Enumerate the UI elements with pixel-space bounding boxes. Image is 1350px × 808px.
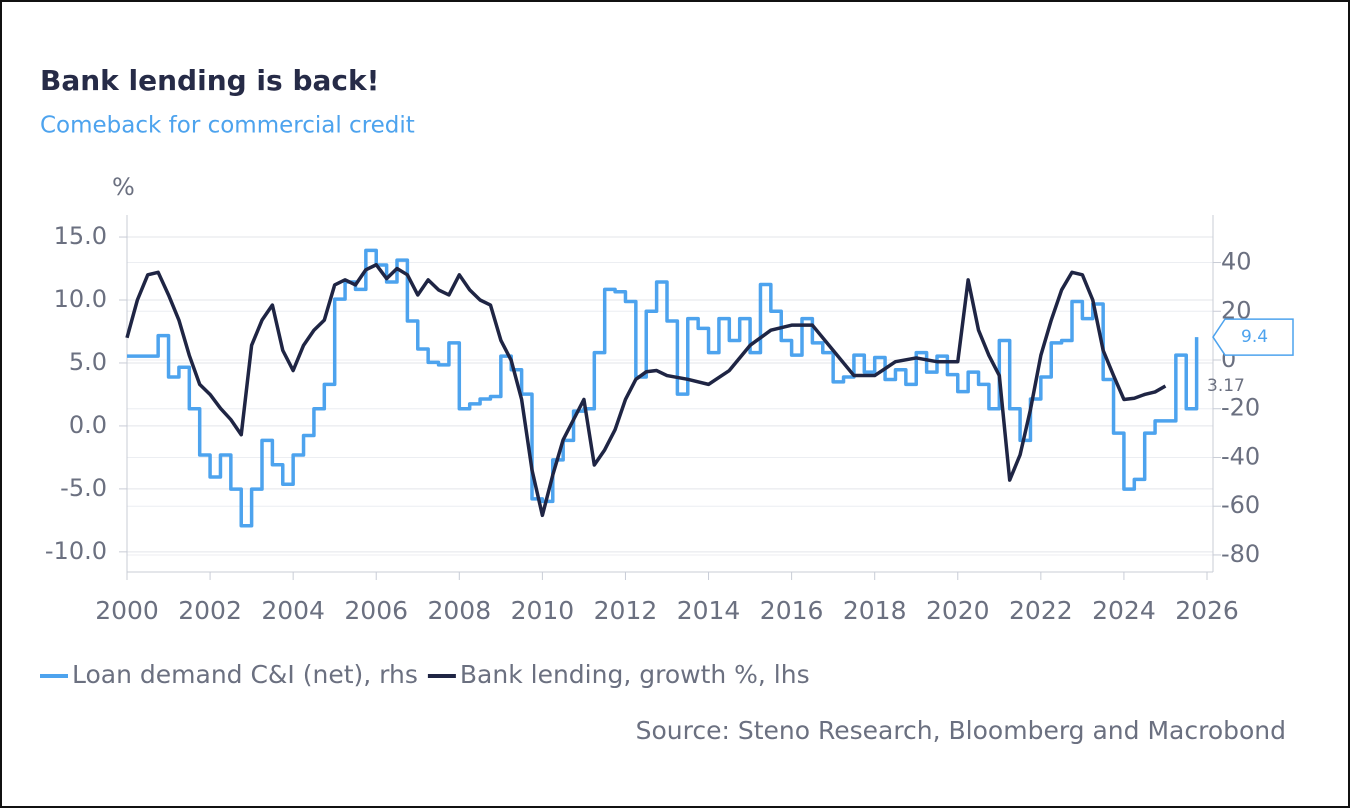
legend: Loan demand C&I (net), rhs Bank lending, … — [40, 660, 810, 689]
y-unit: % — [112, 173, 135, 201]
chart-title: Bank lending is back! — [40, 64, 379, 97]
y2-tick-label: -80 — [1221, 540, 1260, 568]
x-tick-label: 2000 — [95, 596, 159, 625]
axes: 15.010.05.00.0-5.0-10.040200-20-40-60-80… — [45, 215, 1260, 625]
y2-tick-label: -20 — [1221, 394, 1260, 422]
y-tick-label: -5.0 — [60, 474, 107, 502]
x-tick-label: 2026 — [1175, 596, 1239, 625]
x-tick-label: 2022 — [1009, 596, 1073, 625]
x-tick-label: 2010 — [511, 596, 575, 625]
x-tick-label: 2016 — [760, 596, 824, 625]
series-line — [127, 248, 1199, 528]
x-tick-label: 2018 — [843, 596, 907, 625]
series-line — [125, 262, 1167, 518]
chart-subtitle: Comeback for commercial credit — [40, 113, 415, 139]
y-tick-label: 0.0 — [69, 411, 107, 439]
x-tick-label: 2020 — [926, 596, 990, 625]
end-label: 3.17 — [1207, 376, 1245, 396]
y-tick-label: 15.0 — [54, 222, 107, 250]
y-tick-label: -10.0 — [45, 537, 107, 565]
y2-tick-label: -60 — [1221, 491, 1260, 519]
x-tick-label: 2012 — [594, 596, 658, 625]
y2-tick-label: -40 — [1221, 442, 1260, 470]
y-tick-label: 10.0 — [54, 285, 107, 313]
x-tick-label: 2002 — [178, 596, 242, 625]
x-tick-label: 2004 — [261, 596, 325, 625]
y2-tick-label: 40 — [1221, 248, 1252, 276]
legend-label: Bank lending, growth %, lhs — [460, 660, 810, 689]
source: Source: Steno Research, Bloomberg and Ma… — [636, 716, 1286, 745]
plot: 9.4 3.17 — [125, 248, 1294, 528]
end-label: 9.4 — [1241, 327, 1268, 347]
grid — [127, 236, 1213, 556]
end-label-box — [1212, 318, 1294, 356]
x-tick-label: 2006 — [344, 596, 408, 625]
x-tick-label: 2024 — [1092, 596, 1156, 625]
legend-label: Loan demand C&I (net), rhs — [72, 660, 418, 689]
x-tick-label: 2008 — [427, 596, 491, 625]
x-tick-label: 2014 — [677, 596, 741, 625]
y-tick-label: 5.0 — [69, 348, 107, 376]
